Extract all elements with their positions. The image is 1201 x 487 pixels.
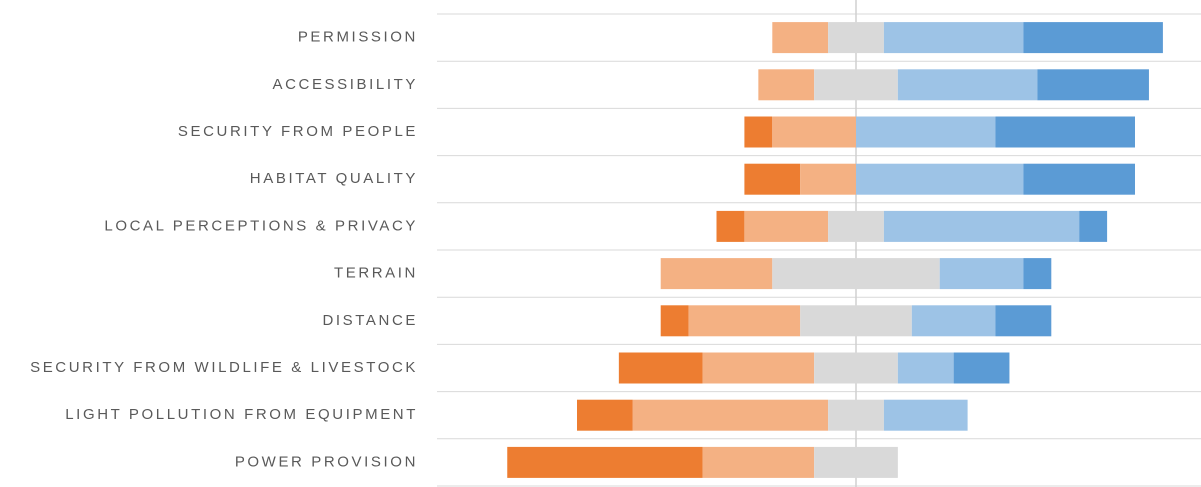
bar-segment <box>800 305 912 337</box>
category-label: POWER PROVISION <box>235 453 418 470</box>
category-label: DISTANCE <box>322 312 418 329</box>
bar-segment <box>577 399 633 431</box>
category-label: SECURITY FROM PEOPLE <box>178 123 418 140</box>
bar-segment <box>897 352 954 384</box>
bar-segment <box>632 399 829 431</box>
bar-segment <box>800 163 856 195</box>
bar-segment <box>911 305 996 337</box>
bar-segment <box>772 258 940 290</box>
bar-segment <box>814 352 898 384</box>
bar-segment <box>814 69 898 101</box>
bar-segment <box>828 210 884 242</box>
bar-segment <box>995 305 1052 337</box>
bar-segment <box>856 163 1024 195</box>
bar-segment <box>688 305 801 337</box>
category-label: LIGHT POLLUTION FROM EQUIPMENT <box>65 406 418 423</box>
bar-segment <box>744 210 829 242</box>
bar-segment <box>660 258 773 290</box>
bar-segment <box>939 258 1024 290</box>
bar-segment <box>1023 22 1163 54</box>
bar-segment <box>744 163 801 195</box>
bar-segment <box>716 210 745 242</box>
category-label: HABITAT QUALITY <box>250 170 418 187</box>
bar-segment <box>702 446 815 478</box>
bar-segment <box>856 116 996 148</box>
bar-segment <box>772 22 829 54</box>
bar-segment <box>897 69 1038 101</box>
bar-segment <box>995 116 1135 148</box>
bar-segment <box>744 116 773 148</box>
bar-segment <box>1023 258 1052 290</box>
bar-segment <box>883 22 1024 54</box>
bar-segment <box>660 305 689 337</box>
category-label: PERMISSION <box>298 29 418 46</box>
category-label: TERRAIN <box>334 265 418 282</box>
bar-segment <box>1037 69 1149 101</box>
category-label: ACCESSIBILITY <box>272 76 418 93</box>
bar-segment <box>618 352 703 384</box>
category-label: SECURITY FROM WILDLIFE & LIVESTOCK <box>30 359 418 376</box>
bar-segment <box>883 399 968 431</box>
category-label: LOCAL PERCEPTIONS & PRIVACY <box>104 217 418 234</box>
bar-segment <box>758 69 815 101</box>
bar-segment <box>883 210 1080 242</box>
bar-segment <box>702 352 815 384</box>
bar-segment <box>953 352 1010 384</box>
bar-segment <box>772 116 856 148</box>
bar-segment <box>1079 210 1108 242</box>
bar-segment <box>814 446 898 478</box>
bar-segment <box>1023 163 1135 195</box>
bar-segment <box>828 399 884 431</box>
bar-segment <box>507 446 703 478</box>
bar-segment <box>828 22 884 54</box>
